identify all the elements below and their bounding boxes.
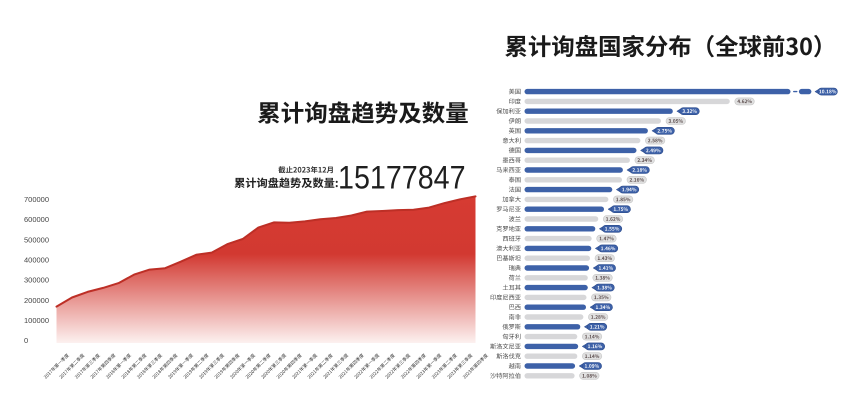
svg-text:200000: 200000 bbox=[24, 296, 49, 305]
svg-text:0: 0 bbox=[24, 336, 28, 345]
svg-text:300000: 300000 bbox=[24, 276, 49, 285]
svg-text:700000: 700000 bbox=[24, 195, 49, 204]
svg-text:15177847: 15177847 bbox=[338, 159, 466, 195]
svg-text:400000: 400000 bbox=[24, 256, 49, 265]
svg-text:500000: 500000 bbox=[24, 235, 49, 244]
svg-text:100000: 100000 bbox=[24, 316, 49, 325]
svg-text:600000: 600000 bbox=[24, 215, 49, 224]
